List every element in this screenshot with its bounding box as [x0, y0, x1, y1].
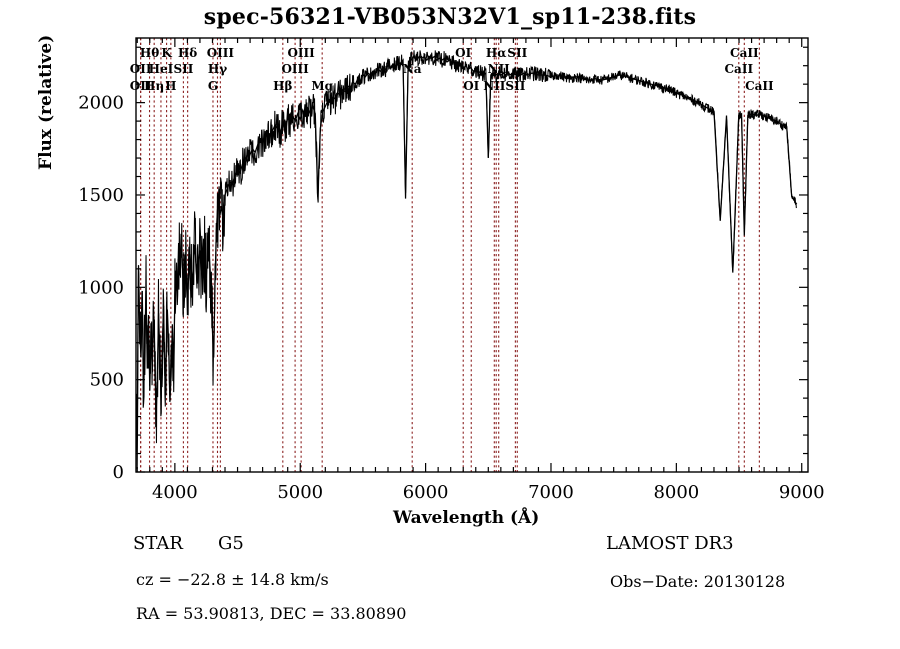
- x-tick-label: 6000: [403, 482, 449, 503]
- flux-noise-polyline: [135, 50, 797, 469]
- page-title: spec-56321-VB053N32V1_sp11-238.fits: [203, 4, 697, 30]
- spectral-line-label: NII: [488, 62, 511, 76]
- spectral-line-label: OI: [455, 46, 471, 60]
- y-tick-label: 1500: [78, 185, 124, 206]
- spectral-line-label: K: [161, 46, 172, 60]
- spectral-line-label: Hβ: [273, 79, 292, 93]
- spectral-line-label: OIII: [281, 62, 309, 76]
- spectral-line-label: CaII: [725, 62, 754, 76]
- spectral-line-label: NII: [483, 79, 506, 93]
- spectral-line-label: CaII: [730, 46, 759, 60]
- spectral-line-label: Hθ: [140, 46, 159, 60]
- flux-curve: [135, 50, 798, 469]
- survey-name: LAMOST DR3: [606, 533, 734, 554]
- spectral-line-markers: [140, 38, 760, 472]
- spectral-class: G5: [218, 533, 244, 554]
- spectral-line-label: OI: [463, 79, 479, 93]
- x-tick-label: 7000: [528, 482, 574, 503]
- spectral-line-label: OII: [130, 79, 152, 93]
- spectral-line-label: CaII: [745, 79, 774, 93]
- spectral-line-label: Na: [403, 62, 422, 76]
- object-type: STAR: [133, 533, 183, 554]
- x-axis-title: Wavelength (Å): [393, 508, 540, 528]
- spectral-line-label: Mg: [311, 79, 333, 93]
- spectral-line-label: SII: [173, 62, 193, 76]
- y-tick-label: 1000: [78, 277, 124, 298]
- plot-frame: [135, 37, 809, 473]
- spectral-line-label: OII: [130, 62, 152, 76]
- flux-polyline: [136, 55, 798, 428]
- axis-tick-labels: 4000 5000 6000 7000 8000 9000 0 500 1000 1500 2000: [78, 93, 824, 503]
- spectral-line-label: OIII: [207, 46, 235, 60]
- spectral-line-label: Hα: [486, 46, 507, 60]
- spectral-line-labels: OIIHθOIIHηHeIKHSIIHδGHγOIIIHβOIIIOIIIMgN…: [130, 46, 774, 93]
- observation-date: Obs−Date: 20130128: [610, 572, 786, 591]
- spectral-line-label: Hγ: [208, 62, 227, 76]
- x-tick-label: 9000: [779, 482, 825, 503]
- spectral-line-label: OIII: [287, 46, 315, 60]
- spectral-line-label: G: [208, 79, 218, 93]
- x-tick-label: 8000: [653, 482, 699, 503]
- spectral-line-label: SII: [507, 46, 527, 60]
- sky-coordinates: RA = 53.90813, DEC = 33.80890: [136, 604, 407, 623]
- x-tick-label: 5000: [277, 482, 323, 503]
- redshift-velocity: cz = −22.8 ± 14.8 km/s: [136, 570, 329, 589]
- y-tick-label: 500: [90, 370, 124, 391]
- spectral-line-label: Hδ: [178, 46, 197, 60]
- y-tick-label: 2000: [78, 93, 124, 114]
- y-tick-label: 0: [113, 462, 124, 483]
- axes-frame: [135, 37, 809, 473]
- x-tick-label: 4000: [152, 482, 198, 503]
- spectral-line-label: Hη: [144, 79, 164, 93]
- spectral-line-label: HeI: [149, 62, 174, 76]
- spectral-line-label: H: [165, 79, 176, 93]
- y-axis-title: Flux (relative): [36, 34, 56, 170]
- spectral-line-label: SII: [505, 79, 525, 93]
